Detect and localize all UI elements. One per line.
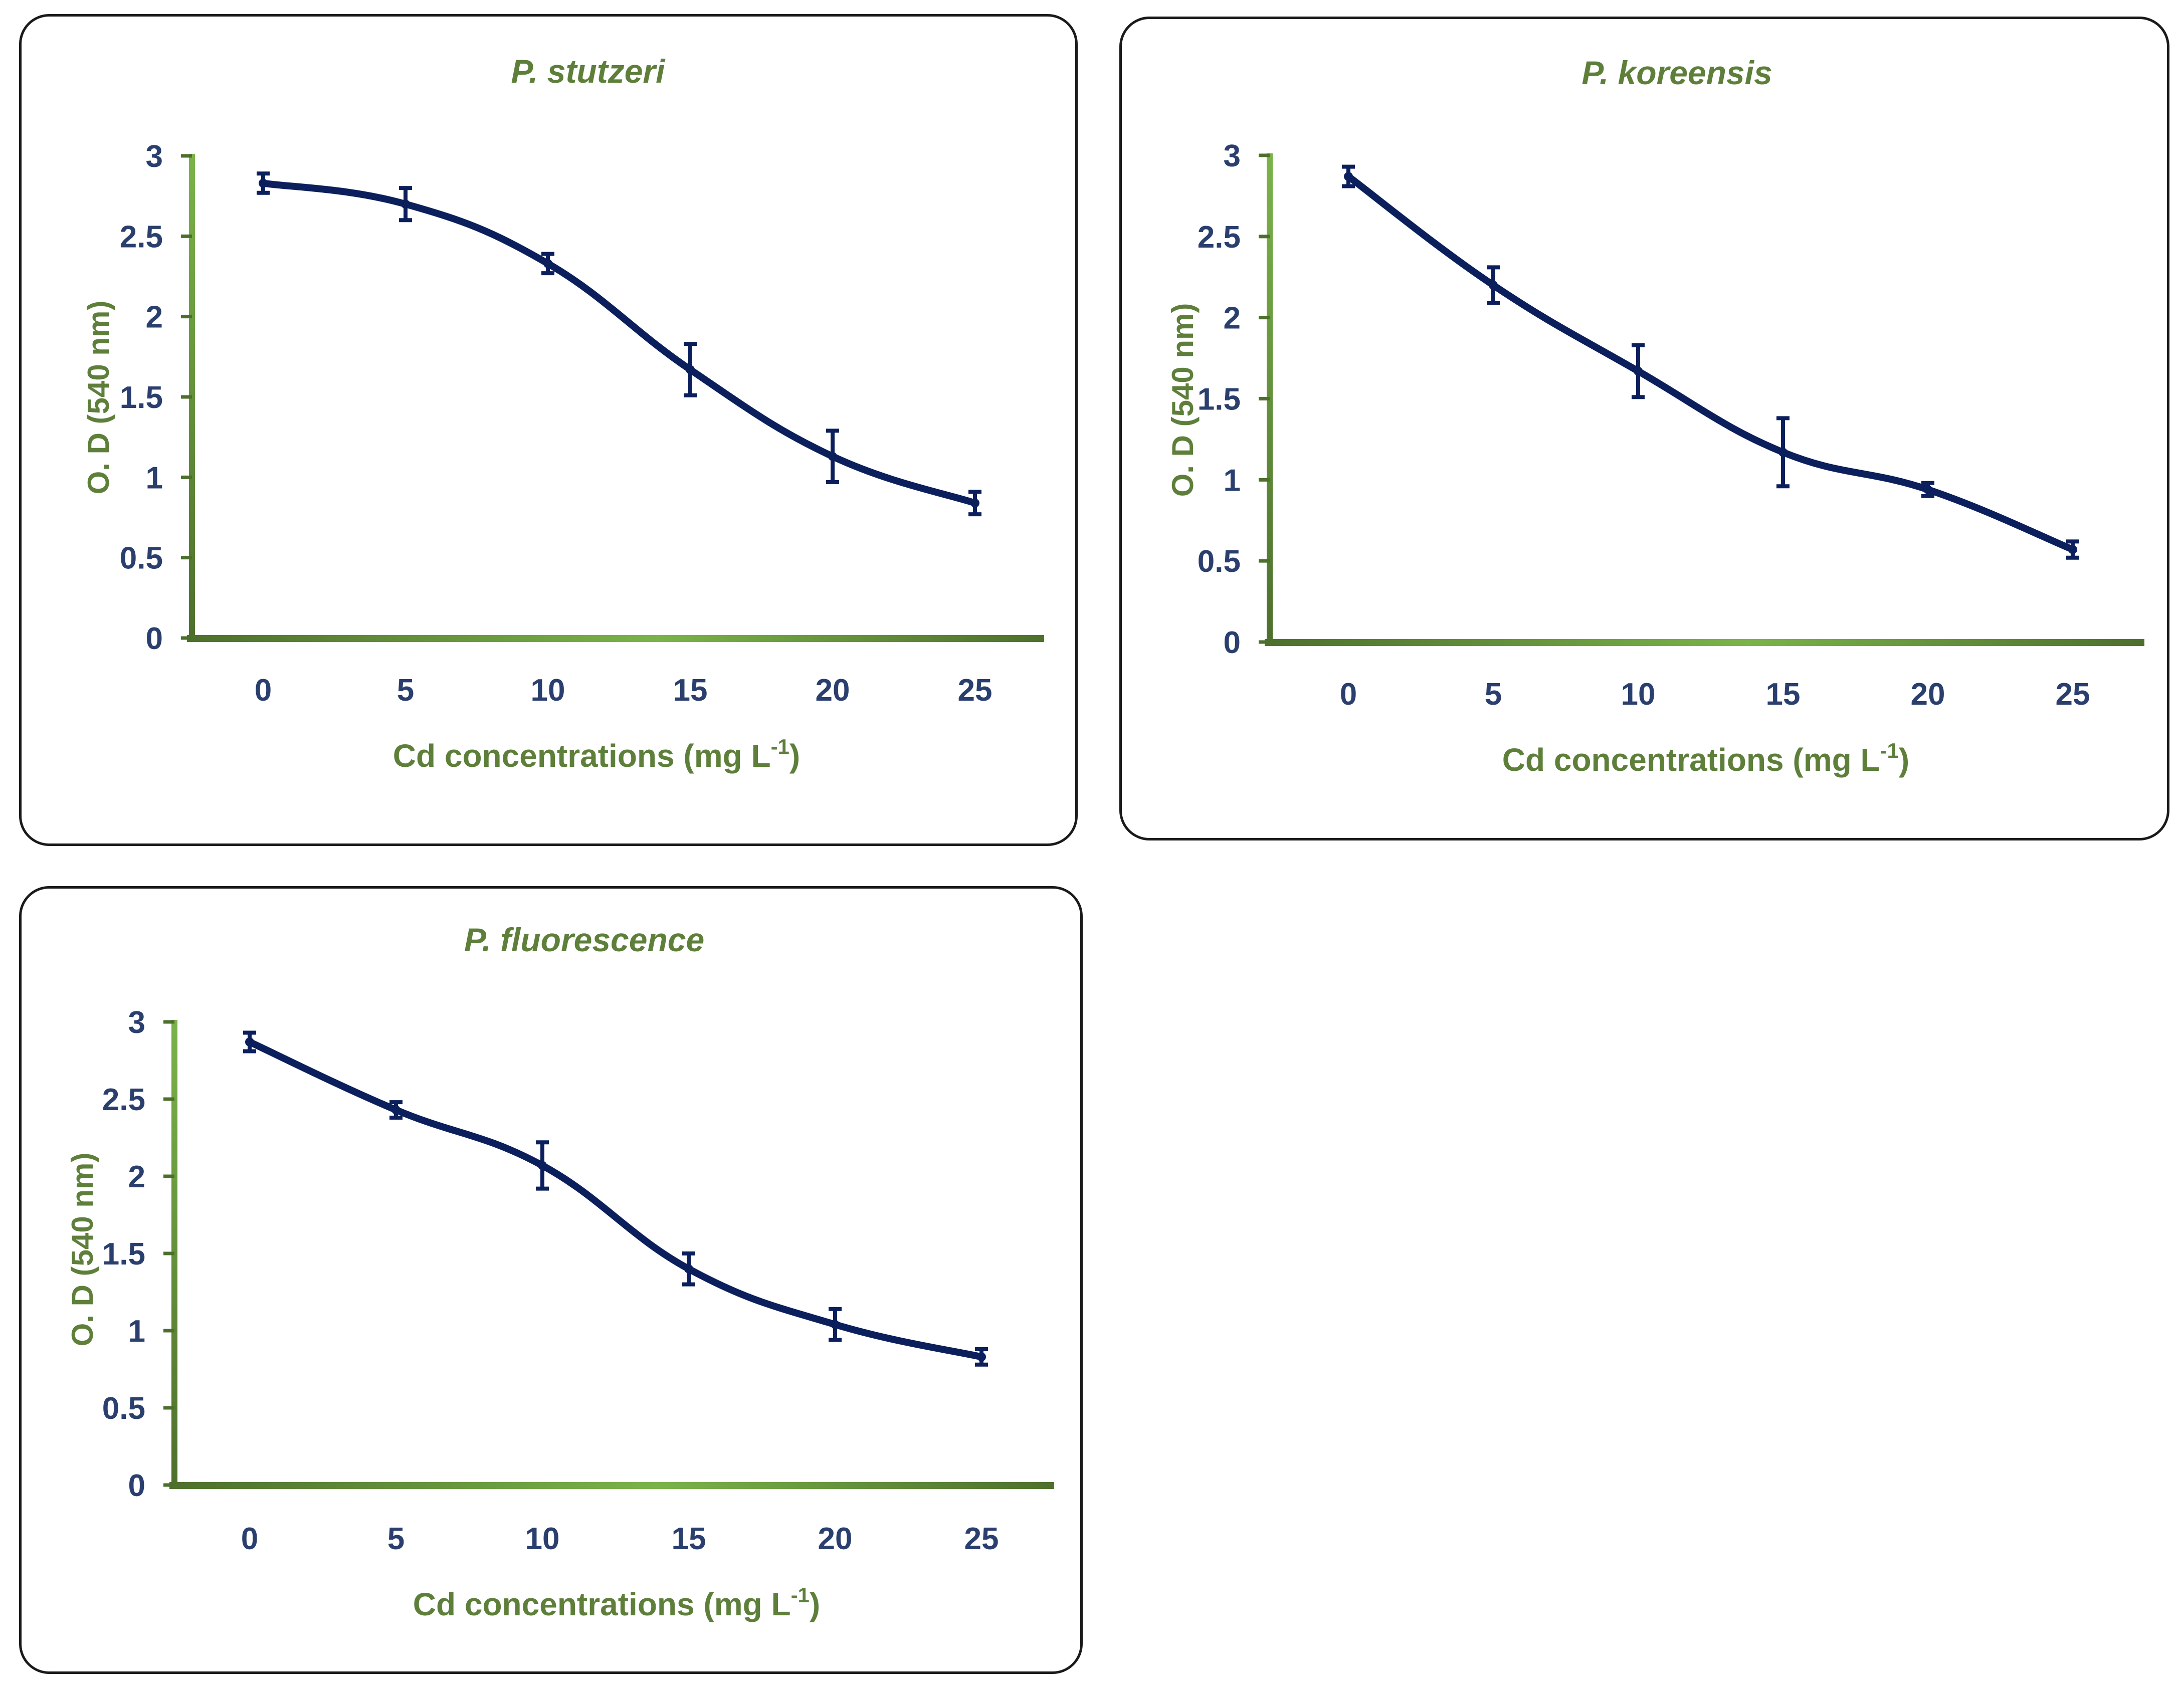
chart-panel-koreensis: P. koreensis 0 0.5 1 1.5 2 2.5 3 0 5 10 15 20 25 Cd co… [1119,17,2169,840]
data-point [2068,545,2077,554]
x-tick-label: 5 [397,673,414,708]
y-tick-label: 1 [128,1314,145,1349]
y-tick-label: 2.5 [102,1083,145,1117]
y-tick-label: 0.5 [102,1391,145,1426]
x-tick-label: 25 [958,673,992,708]
x-tick-label: 20 [816,673,850,708]
y-tick-label: 1 [1224,463,1241,498]
y-tick-label: 2.5 [1198,220,1241,255]
x-tick-label: 10 [1621,677,1656,712]
x-tick-label: 15 [1766,677,1801,712]
y-tick-label: 2 [128,1160,145,1194]
data-point [1489,280,1498,290]
x-tick-label: 15 [673,673,708,708]
x-axis-label: Cd concentrations (mg L-1) [1502,739,1909,778]
chart-panel-stutzeri: P. stutzeri 0 0.5 1 1.5 2 2.5 3 0 5 10 15 20 25 Cd con… [19,14,1078,846]
data-point [543,259,552,268]
y-axis-label: O. D (540 nm) [82,301,115,495]
chart-fluorescence: P. fluorescence 0 0.5 1 1.5 2 2.5 3 0 5 10 15 20 25 Cd… [66,921,1054,1622]
x-tick-label: 0 [1340,677,1357,712]
y-tick-label: 0 [128,1468,145,1503]
data-point [245,1037,254,1047]
data-point [391,1105,401,1115]
y-tick-label: 2.5 [120,220,163,254]
x-axis-label: Cd concentrations (mg L-1) [393,735,800,774]
chart-koreensis: P. koreensis 0 0.5 1 1.5 2 2.5 3 0 5 10 15 20 25 Cd co… [1166,54,2144,778]
y-tick-label: 1.5 [102,1237,145,1272]
y-tick-label: 1 [146,461,163,495]
x-tick-label: 25 [964,1522,999,1556]
y-tick-label: 2 [1224,301,1241,336]
x-tick-label: 20 [818,1522,853,1556]
x-tick-label: 10 [525,1522,560,1556]
x-tick-label: 20 [1911,677,1945,712]
data-point [686,365,695,374]
data-point [259,178,268,188]
x-tick-label: 25 [2056,677,2090,712]
data-point [831,1320,840,1329]
data-point [970,498,979,508]
series-line [246,1038,985,1361]
y-tick-label: 1.5 [1198,382,1241,417]
y-tick-label: 0.5 [1198,544,1241,579]
x-axis-line [187,635,1044,642]
data-point [1923,485,1932,494]
x-tick-label: 10 [531,673,565,708]
y-tick-label: 0 [146,621,163,656]
x-axis-label: Cd concentrations (mg L-1) [413,1583,820,1622]
chart-title: P. stutzeri [511,53,666,90]
y-tick-label: 3 [128,1005,145,1040]
x-axis-line [1265,639,2144,646]
y-tick-label: 3 [146,139,163,174]
chart-stutzeri: P. stutzeri 0 0.5 1 1.5 2 2.5 3 0 5 10 15 20 25 Cd con… [82,53,1044,774]
data-point [1778,448,1788,457]
y-axis-label: O. D (540 nm) [1166,303,1200,497]
x-tick-label: 5 [387,1522,405,1556]
y-axis-label: O. D (540 nm) [66,1153,99,1347]
chart-title: P. koreensis [1581,54,1772,91]
x-tick-label: 15 [672,1522,706,1556]
data-point [1344,172,1353,181]
data-point [977,1352,986,1362]
x-tick-label: 0 [241,1522,258,1556]
chart-title: P. fluorescence [464,921,704,958]
data-point [1634,366,1643,376]
y-tick-label: 0 [1224,625,1241,660]
y-tick-label: 3 [1224,139,1241,173]
series-line [260,179,978,507]
data-point [684,1264,693,1274]
data-point [828,452,837,461]
x-axis-line [169,1482,1054,1489]
x-tick-label: 5 [1485,677,1502,712]
data-point [538,1161,547,1170]
y-tick-label: 1.5 [120,380,163,415]
y-tick-label: 2 [146,300,163,335]
data-point [401,199,410,209]
chart-panel-fluorescence: P. fluorescence 0 0.5 1 1.5 2 2.5 3 0 5 10 15 20 25 Cd… [19,886,1083,1674]
x-tick-label: 0 [255,673,272,708]
y-tick-label: 0.5 [120,541,163,576]
series-line [1345,173,2076,553]
